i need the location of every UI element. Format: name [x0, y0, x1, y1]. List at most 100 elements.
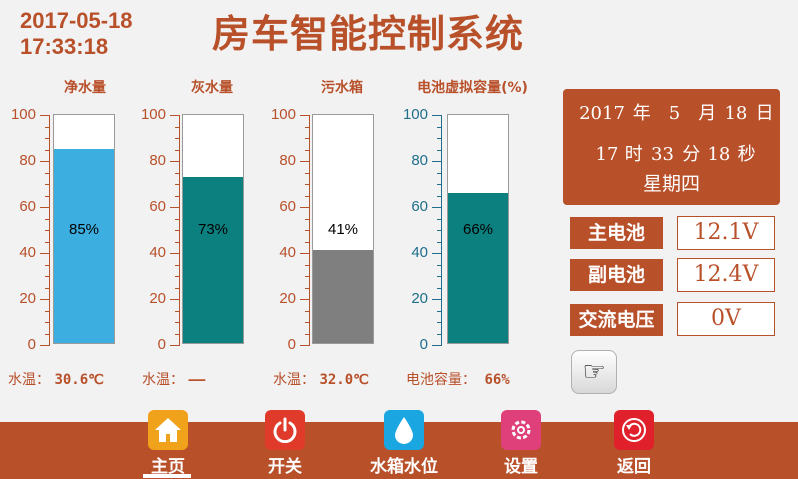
axis-minor-tick [305, 287, 310, 289]
temp-label: 水温： [273, 372, 315, 388]
clock-month: 5 [668, 103, 681, 124]
axis-minor-tick [175, 149, 180, 151]
ac-voltage-value: 0V [677, 302, 775, 336]
gauge-label-black-water: 污水箱 [321, 80, 363, 96]
pointing-hand-icon: ☞ [582, 357, 606, 387]
axis-minor-tick [437, 126, 442, 128]
gauge-axis-battery: 100 80 60 40 20 0 [392, 106, 442, 356]
nav-home-active-indicator [143, 474, 191, 478]
clock-minute: 33 [651, 144, 674, 165]
axis-minor-tick [45, 218, 50, 220]
temp-label: 水温： [8, 372, 50, 388]
header-time: 17:33:18 [20, 34, 109, 59]
gauge-fill [54, 149, 114, 343]
axis-minor-tick [45, 264, 50, 266]
nav-tank-level[interactable]: 水箱水位 [369, 410, 439, 477]
pointing-hand-button[interactable]: ☞ [571, 350, 617, 394]
clock-second: 18 [707, 144, 731, 165]
axis-minor-tick [175, 264, 180, 266]
nav-back[interactable]: 返回 [599, 410, 669, 477]
clock-minute-unit: 分 [682, 144, 701, 165]
axis-tick [432, 345, 442, 346]
nav-switch[interactable]: 开关 [250, 410, 320, 477]
axis-tick-label: 100 [270, 106, 296, 123]
black-water-temp: 水温： 32.0℃ [273, 369, 369, 389]
axis-tick [40, 253, 50, 254]
temp-value: 32.0℃ [319, 372, 369, 388]
axis-minor-tick [437, 264, 442, 266]
axis-minor-tick [45, 310, 50, 312]
battery-capacity: 电池容量： 66% [406, 369, 510, 389]
axis-minor-tick [175, 195, 180, 197]
nav-tank-level-label: 水箱水位 [370, 457, 438, 477]
axis-minor-tick [437, 172, 442, 174]
axis-minor-tick [437, 195, 442, 197]
axis-tick [170, 207, 180, 208]
ac-voltage-label: 交流电压 [570, 304, 663, 336]
aux-battery-label: 副电池 [570, 259, 663, 291]
axis-tick [300, 115, 310, 116]
gauge-percent: 41% [327, 221, 359, 238]
temp-value: —— [188, 372, 206, 388]
axis-tick [432, 207, 442, 208]
axis-tick [300, 161, 310, 162]
axis-minor-tick [45, 126, 50, 128]
axis-minor-tick [45, 322, 50, 323]
axis-tick [170, 161, 180, 162]
axis-minor-tick [437, 184, 442, 185]
axis-tick [300, 253, 310, 254]
gauge-label-grey-water: 灰水量 [191, 80, 233, 96]
gauge-percent: 85% [68, 221, 100, 238]
axis-minor-tick [305, 264, 310, 266]
axis-minor-tick [305, 333, 310, 335]
axis-minor-tick [175, 333, 180, 335]
gear-icon [501, 410, 541, 450]
axis-tick-label: 60 [279, 198, 296, 215]
gauge-bar-fresh-water: 85% [53, 114, 115, 344]
clock-weekday: 星期四 [642, 173, 700, 195]
axis-tick-label: 40 [19, 244, 36, 261]
axis-minor-tick [45, 184, 50, 185]
axis-tick-label: 20 [411, 290, 428, 307]
axis-tick-label: 80 [411, 152, 428, 169]
power-icon [265, 410, 305, 450]
clock-hour: 17 [595, 144, 619, 165]
axis-minor-tick [45, 149, 50, 151]
axis-tick [40, 161, 50, 162]
axis-tick-label: 100 [10, 106, 36, 123]
axis-tick [432, 161, 442, 162]
clock-month-unit: 月 [698, 103, 717, 124]
axis-tick-label: 20 [279, 290, 296, 307]
axis-minor-tick [45, 138, 50, 139]
nav-home[interactable]: 主页 [133, 410, 203, 477]
nav-settings[interactable]: 设置 [486, 410, 556, 477]
clock-year: 2017 [579, 103, 625, 124]
axis-tick-label: 100 [402, 106, 428, 123]
axis-tick-label: 60 [411, 198, 428, 215]
axis-minor-tick [305, 276, 310, 277]
axis-minor-tick [45, 230, 50, 231]
axis-minor-tick [305, 218, 310, 220]
axis-minor-tick [305, 230, 310, 231]
gauge-label-battery: 电池虚拟容量(%) [417, 80, 528, 96]
axis-tick [432, 253, 442, 254]
gauge-axis-grey-water: 100 80 60 40 20 0 [130, 106, 180, 356]
axis-minor-tick [45, 195, 50, 197]
home-icon [148, 410, 188, 450]
gauge-percent: 73% [197, 221, 229, 238]
axis-tick [40, 299, 50, 300]
axis-minor-tick [437, 230, 442, 231]
gauge-axis-black-water: 100 80 60 40 20 0 [260, 106, 310, 356]
grey-water-temp: 水温： —— [142, 369, 205, 389]
gauge-bar-black-water: 41% [312, 114, 374, 344]
axis-minor-tick [305, 241, 310, 243]
axis-minor-tick [175, 172, 180, 174]
aux-battery-value: 12.4V [677, 258, 775, 292]
capacity-value: 66% [484, 372, 510, 388]
axis-minor-tick [305, 322, 310, 323]
water-drop-icon [384, 410, 424, 450]
axis-minor-tick [305, 310, 310, 312]
axis-minor-tick [305, 149, 310, 151]
axis-tick-label: 20 [19, 290, 36, 307]
axis-tick-label: 80 [279, 152, 296, 169]
